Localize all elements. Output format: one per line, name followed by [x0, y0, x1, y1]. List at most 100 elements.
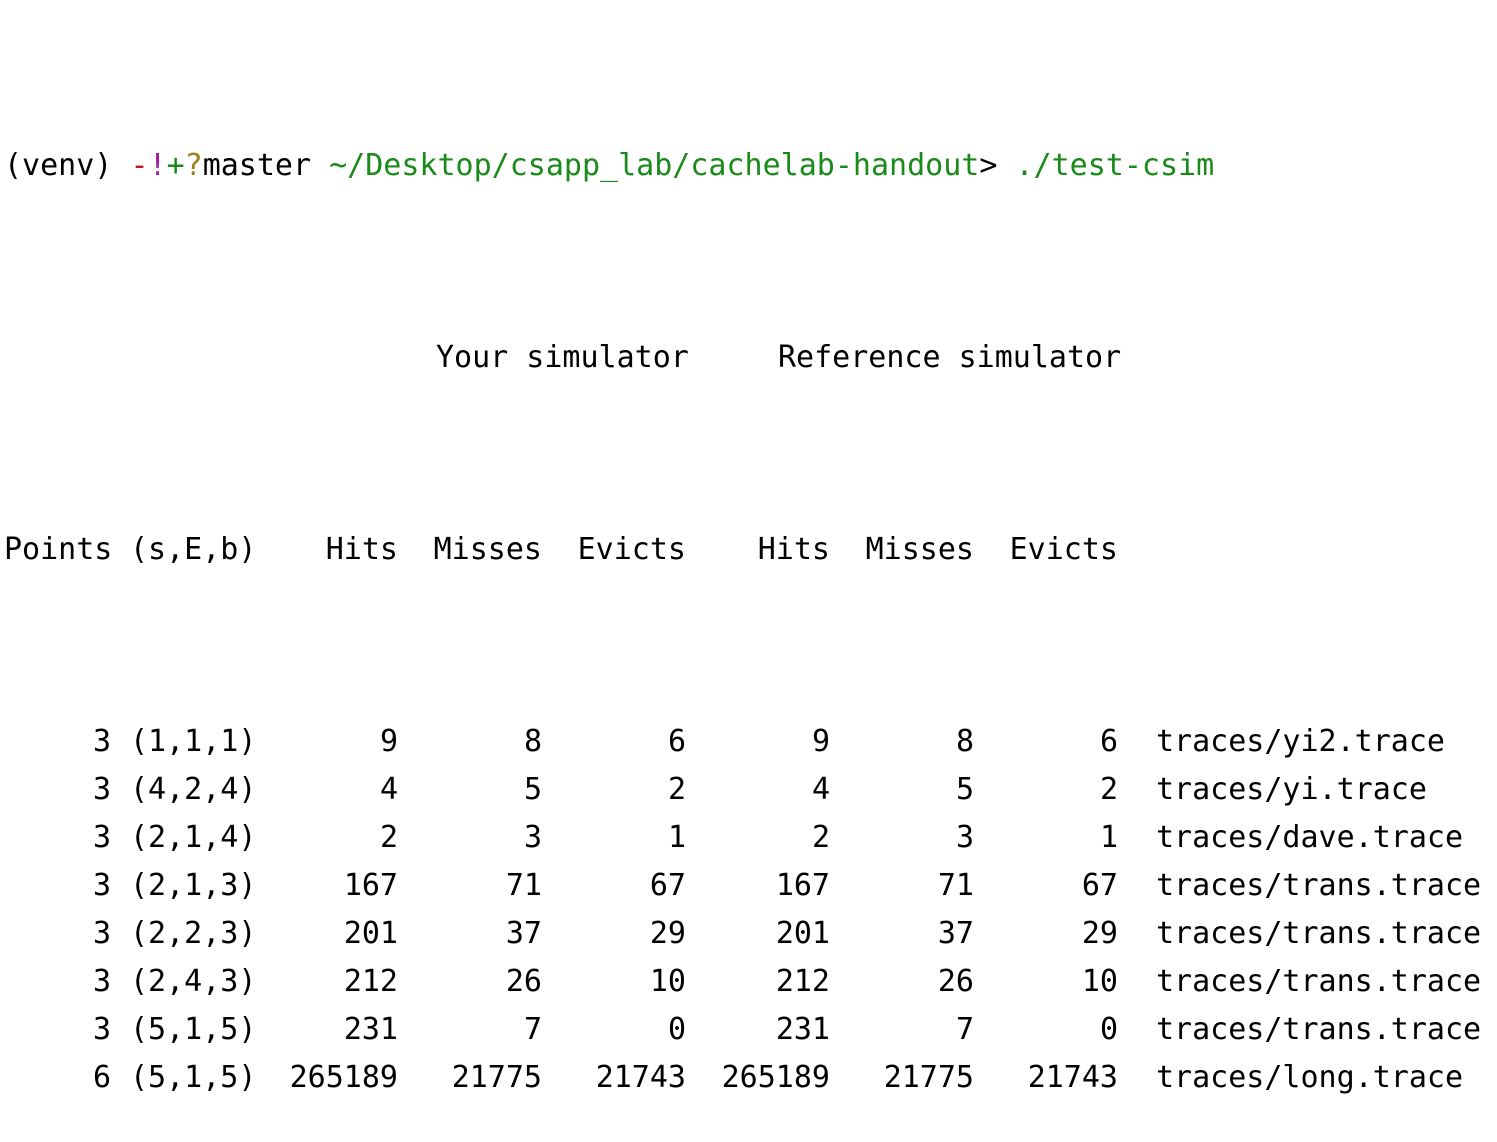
row-params: (2,1,4)	[130, 820, 257, 855]
row-evicts: 6	[667, 724, 686, 759]
row-trace: traces/yi2.trace	[1156, 724, 1445, 759]
ref-hits-header: Hits	[757, 532, 830, 567]
git-status-bang: !	[148, 148, 167, 183]
prompt-symbol: >	[979, 148, 998, 183]
row-evicts: 2	[667, 772, 686, 807]
row-hits: 212	[343, 964, 398, 999]
row-trace: traces/trans.trace	[1156, 916, 1482, 951]
row-params: (5,1,5)	[130, 1060, 257, 1095]
params-header: (s,E,b)	[130, 532, 257, 567]
row-ref-hits: 265189	[721, 1060, 830, 1095]
row-hits: 4	[379, 772, 398, 807]
row-params: (5,1,5)	[130, 1012, 257, 1047]
ref-misses-header: Misses	[865, 532, 974, 567]
row-evicts: 21743	[595, 1060, 686, 1095]
row-ref-evicts: 21743	[1027, 1060, 1118, 1095]
row-ref-evicts: 67	[1081, 868, 1118, 903]
row-ref-evicts: 10	[1081, 964, 1118, 999]
row-misses: 8	[523, 724, 542, 759]
row-ref-hits: 167	[775, 868, 830, 903]
row-ref-misses: 5	[955, 772, 974, 807]
row-ref-hits: 9	[811, 724, 830, 759]
table-row: 3 (2,4,3) 212 26 10 212 26 10 traces/trans.trace	[4, 958, 1497, 1006]
row-params: (4,2,4)	[130, 772, 257, 807]
row-ref-hits: 231	[775, 1012, 830, 1047]
row-ref-misses: 71	[937, 868, 974, 903]
row-params: (2,4,3)	[130, 964, 257, 999]
row-ref-hits: 212	[775, 964, 830, 999]
row-evicts: 67	[649, 868, 686, 903]
terminal-window[interactable]: (venv) -!+?master ~/Desktop/csapp_lab/ca…	[0, 0, 1497, 1095]
row-ref-evicts: 0	[1099, 1012, 1118, 1047]
row-ref-evicts: 6	[1099, 724, 1118, 759]
row-evicts: 29	[649, 916, 686, 951]
table-row: 3 (4,2,4) 4 5 2 4 5 2 traces/yi.trace	[4, 766, 1497, 814]
row-ref-evicts: 29	[1081, 916, 1118, 951]
row-points: 6	[92, 1060, 111, 1095]
row-ref-misses: 21775	[883, 1060, 974, 1095]
row-ref-misses: 26	[937, 964, 974, 999]
row-trace: traces/yi.trace	[1156, 772, 1427, 807]
row-hits: 167	[343, 868, 398, 903]
hits-header: Hits	[325, 532, 398, 567]
venv-indicator: (venv)	[4, 148, 113, 183]
row-misses: 3	[523, 820, 542, 855]
git-status-plus: +	[166, 148, 185, 183]
prompt-line: (venv) -!+?master ~/Desktop/csapp_lab/ca…	[4, 142, 1497, 190]
row-params: (2,1,3)	[130, 868, 257, 903]
row-ref-misses: 7	[955, 1012, 974, 1047]
group-header-row: Your simulator Reference simulator	[4, 334, 1497, 382]
your-simulator-header: Your simulator	[436, 340, 689, 375]
row-misses: 7	[523, 1012, 542, 1047]
results-table: 3 (1,1,1) 9 8 6 9 8 6 traces/yi2.trace 3 (4,2,4) 4 5…	[4, 718, 1497, 1102]
row-points: 3	[92, 820, 111, 855]
row-trace: traces/trans.trace	[1156, 1012, 1482, 1047]
table-row: 3 (2,1,4) 2 3 1 2 3 1 traces/dave.trace	[4, 814, 1497, 862]
column-header-row: Points (s,E,b) Hits Misses Evicts Hits M…	[4, 526, 1497, 574]
table-row: 6 (5,1,5) 265189 21775 21743 265189 21775 21743…	[4, 1054, 1497, 1102]
git-branch: master	[202, 148, 312, 183]
row-params: (1,1,1)	[130, 724, 257, 759]
row-points: 3	[92, 868, 111, 903]
row-evicts: 10	[649, 964, 686, 999]
table-row: 3 (5,1,5) 231 7 0 231 7 0 traces/trans.trace	[4, 1006, 1497, 1054]
row-misses: 37	[505, 916, 542, 951]
points-header: Points	[4, 532, 113, 567]
row-ref-evicts: 2	[1099, 772, 1118, 807]
git-status-question: ?	[184, 148, 203, 183]
row-ref-misses: 8	[955, 724, 974, 759]
row-evicts: 1	[667, 820, 686, 855]
row-trace: traces/dave.trace	[1156, 820, 1464, 855]
command-text: ./test-csim	[1015, 148, 1215, 183]
row-trace: traces/long.trace	[1156, 1060, 1464, 1095]
row-ref-misses: 3	[955, 820, 974, 855]
row-hits: 231	[343, 1012, 398, 1047]
row-evicts: 0	[667, 1012, 686, 1047]
row-ref-evicts: 1	[1099, 820, 1118, 855]
current-directory: ~/Desktop/csapp_lab/cachelab-handout	[329, 148, 980, 183]
row-points: 3	[92, 964, 111, 999]
row-points: 3	[92, 772, 111, 807]
row-ref-misses: 37	[937, 916, 974, 951]
misses-header: Misses	[433, 532, 542, 567]
row-hits: 9	[379, 724, 398, 759]
table-row: 3 (2,1,3) 167 71 67 167 71 67 traces/trans.trace	[4, 862, 1497, 910]
row-params: (2,2,3)	[130, 916, 257, 951]
table-row: 3 (1,1,1) 9 8 6 9 8 6 traces/yi2.trace	[4, 718, 1497, 766]
row-points: 3	[92, 916, 111, 951]
row-trace: traces/trans.trace	[1156, 868, 1482, 903]
row-misses: 26	[505, 964, 542, 999]
reference-simulator-header: Reference simulator	[778, 340, 1122, 375]
row-points: 3	[92, 724, 111, 759]
git-status-minus: -	[130, 148, 149, 183]
row-misses: 71	[505, 868, 542, 903]
row-trace: traces/trans.trace	[1156, 964, 1482, 999]
ref-evicts-header: Evicts	[1009, 532, 1118, 567]
row-points: 3	[92, 1012, 111, 1047]
row-hits: 265189	[289, 1060, 398, 1095]
row-misses: 21775	[451, 1060, 542, 1095]
row-misses: 5	[523, 772, 542, 807]
row-hits: 2	[379, 820, 398, 855]
table-row: 3 (2,2,3) 201 37 29 201 37 29 traces/trans.trace	[4, 910, 1497, 958]
row-ref-hits: 4	[811, 772, 830, 807]
